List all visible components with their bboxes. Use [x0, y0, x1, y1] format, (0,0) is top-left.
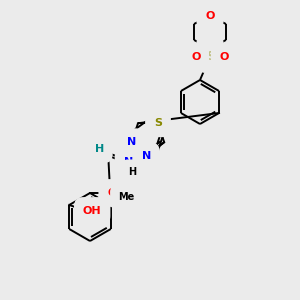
Text: S: S [154, 118, 162, 128]
Text: OH: OH [83, 206, 101, 216]
Text: N: N [127, 137, 136, 147]
Text: N: N [124, 157, 133, 167]
Text: O: O [191, 52, 201, 62]
Text: N: N [142, 151, 151, 161]
Text: N: N [206, 43, 214, 53]
Text: Me: Me [118, 192, 134, 202]
Text: H: H [94, 144, 104, 154]
Text: O: O [219, 52, 229, 62]
Text: S: S [206, 50, 214, 64]
Text: O: O [107, 188, 117, 198]
Text: H: H [128, 167, 136, 177]
Text: O: O [205, 11, 215, 21]
